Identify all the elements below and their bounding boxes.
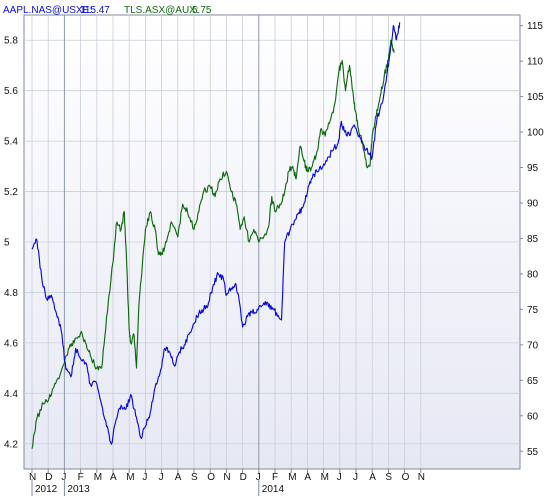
left-tick-label: 5.2 — [4, 187, 18, 198]
month-tick-label: J — [142, 472, 147, 483]
month-tick-label: S — [385, 472, 392, 483]
year-tick-label: 2012 — [35, 484, 58, 495]
month-tick-label: J — [61, 472, 66, 483]
month-tick-label: M — [321, 472, 329, 483]
month-tick-label: N — [418, 472, 425, 483]
right-tick-label: 85 — [527, 234, 539, 245]
grid-layer — [24, 15, 520, 469]
axis-layer: 4.2 4.4 4.6 4.8 5 5.2 5.4 5.6 5.8 55 60 65 70 75 80 85 9… — [4, 21, 544, 496]
right-tick-label: 55 — [527, 447, 539, 458]
month-tick-label: N — [29, 472, 36, 483]
right-tick-label: 60 — [527, 411, 539, 422]
right-tick-label: 115 — [527, 21, 543, 32]
month-tick-label: A — [369, 472, 376, 483]
series-line-tls — [31, 39, 395, 449]
month-tick-label: F — [272, 472, 278, 483]
right-tick-label: 110 — [527, 57, 543, 68]
month-tick-label: D — [240, 472, 247, 483]
left-tick-label: 5.8 — [4, 36, 18, 47]
legend-tls-value: 5.75 — [192, 5, 212, 16]
right-tick-label: 100 — [527, 128, 544, 139]
left-tick-label: 4.2 — [4, 439, 18, 450]
legend: AAPL.NAS@USXE: 115.47 TLS.ASX@AUX: 5.75 — [3, 5, 212, 16]
month-tick-label: J — [353, 472, 358, 483]
legend-aapl-value: 115.47 — [80, 5, 110, 16]
month-tick-label: M — [94, 472, 102, 483]
right-tick-label: 75 — [527, 305, 539, 316]
year-tick-label: 2014 — [262, 484, 285, 495]
right-tick-label: 70 — [527, 340, 539, 351]
month-tick-label: D — [45, 472, 52, 483]
month-tick-label: J — [337, 472, 342, 483]
month-tick-label: A — [110, 472, 117, 483]
month-tick-label: O — [207, 472, 215, 483]
left-tick-label: 5 — [4, 238, 10, 249]
month-tick-label: J — [159, 472, 164, 483]
month-tick-label: N — [223, 472, 230, 483]
month-tick-label: M — [288, 472, 296, 483]
series-layer — [31, 22, 401, 449]
left-tick-label: 4.8 — [4, 288, 18, 299]
month-tick-label: O — [402, 472, 410, 483]
month-tick-label: J — [256, 472, 261, 483]
month-tick-label: S — [191, 472, 198, 483]
series-line-aapl — [31, 22, 401, 445]
right-tick-label: 105 — [527, 92, 544, 103]
right-tick-label: 65 — [527, 376, 539, 387]
month-tick-label: A — [304, 472, 311, 483]
left-tick-label: 5.4 — [4, 137, 18, 148]
month-tick-label: F — [78, 472, 84, 483]
month-tick-label: M — [126, 472, 134, 483]
left-tick-label: 4.4 — [4, 389, 18, 400]
legend-tls-name: TLS.ASX@AUX: — [124, 5, 199, 16]
left-tick-label: 5.6 — [4, 86, 18, 97]
left-tick-label: 4.6 — [4, 338, 18, 349]
year-tick-label: 2013 — [67, 484, 90, 495]
legend-aapl-name: AAPL.NAS@USXE: — [3, 5, 92, 16]
right-tick-label: 90 — [527, 198, 539, 209]
right-tick-label: 80 — [527, 269, 539, 280]
right-tick-label: 95 — [527, 163, 539, 174]
month-tick-label: A — [175, 472, 182, 483]
